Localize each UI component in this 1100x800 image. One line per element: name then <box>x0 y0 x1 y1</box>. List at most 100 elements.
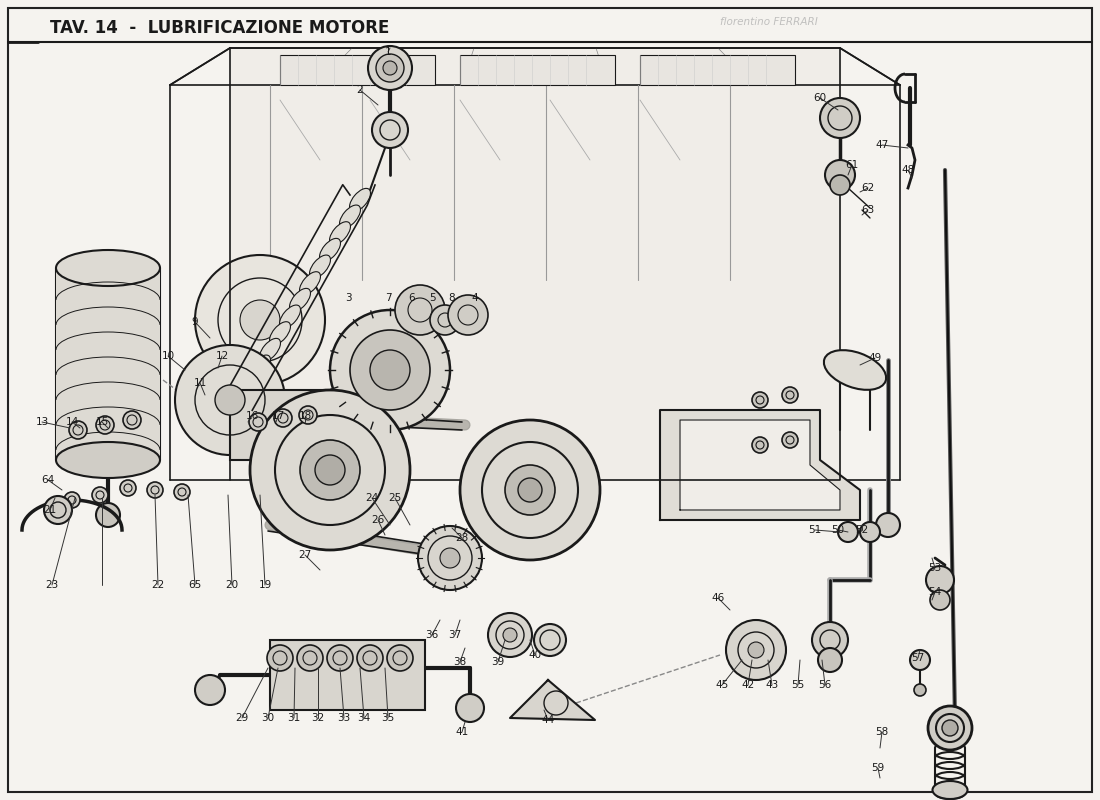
Text: 3: 3 <box>344 293 351 303</box>
Circle shape <box>249 413 267 431</box>
Circle shape <box>372 112 408 148</box>
Circle shape <box>860 522 880 542</box>
Text: 60: 60 <box>813 93 826 103</box>
Circle shape <box>820 98 860 138</box>
Ellipse shape <box>240 372 261 395</box>
Circle shape <box>330 310 450 430</box>
Ellipse shape <box>299 272 320 295</box>
Text: 57: 57 <box>912 653 925 663</box>
Text: 28: 28 <box>455 533 469 543</box>
Circle shape <box>395 285 446 335</box>
Text: 52: 52 <box>856 525 869 535</box>
Ellipse shape <box>56 442 160 478</box>
Text: 40: 40 <box>528 650 541 660</box>
Circle shape <box>534 624 566 656</box>
Circle shape <box>214 385 245 415</box>
Text: 17: 17 <box>272 411 285 421</box>
Circle shape <box>96 416 114 434</box>
Text: 1: 1 <box>385 47 392 57</box>
Text: 54: 54 <box>928 587 942 597</box>
Circle shape <box>240 300 280 340</box>
Circle shape <box>368 46 412 90</box>
Text: 46: 46 <box>712 593 725 603</box>
Text: 25: 25 <box>388 493 401 503</box>
Bar <box>640 55 795 85</box>
Ellipse shape <box>330 222 351 245</box>
Circle shape <box>812 622 848 658</box>
Text: 63: 63 <box>861 205 875 215</box>
Text: 20: 20 <box>226 580 239 590</box>
Ellipse shape <box>319 238 341 262</box>
Circle shape <box>69 421 87 439</box>
Circle shape <box>928 706 972 750</box>
Circle shape <box>838 522 858 542</box>
Circle shape <box>358 645 383 671</box>
Text: florentino FERRARI: florentino FERRARI <box>720 17 817 27</box>
Text: 32: 32 <box>311 713 324 723</box>
Circle shape <box>350 330 430 410</box>
Circle shape <box>92 487 108 503</box>
Text: 12: 12 <box>216 351 229 361</box>
Ellipse shape <box>289 288 310 312</box>
Circle shape <box>297 645 323 671</box>
Circle shape <box>327 645 353 671</box>
Ellipse shape <box>933 781 968 799</box>
Ellipse shape <box>250 355 271 378</box>
Ellipse shape <box>350 188 371 212</box>
Circle shape <box>518 478 542 502</box>
Circle shape <box>387 645 412 671</box>
Circle shape <box>300 440 360 500</box>
Text: 50: 50 <box>832 525 845 535</box>
Polygon shape <box>680 420 840 510</box>
Text: 49: 49 <box>868 353 881 363</box>
Text: 43: 43 <box>766 680 779 690</box>
Circle shape <box>782 387 797 403</box>
Circle shape <box>195 255 324 385</box>
Circle shape <box>876 513 900 537</box>
Text: TAV. 14  -  LUBRIFICAZIONE MOTORE: TAV. 14 - LUBRIFICAZIONE MOTORE <box>50 19 389 37</box>
Bar <box>230 390 324 460</box>
Circle shape <box>120 480 136 496</box>
Text: 10: 10 <box>162 351 175 361</box>
Text: 48: 48 <box>901 165 914 175</box>
Text: 7: 7 <box>385 293 392 303</box>
Circle shape <box>174 484 190 500</box>
Text: 19: 19 <box>258 580 272 590</box>
Circle shape <box>147 482 163 498</box>
Text: 2: 2 <box>356 85 363 95</box>
Circle shape <box>748 642 764 658</box>
Text: 47: 47 <box>876 140 889 150</box>
Text: 37: 37 <box>449 630 462 640</box>
Circle shape <box>456 694 484 722</box>
Circle shape <box>274 409 292 427</box>
Text: 62: 62 <box>861 183 875 193</box>
Circle shape <box>315 455 345 485</box>
Circle shape <box>64 492 80 508</box>
Circle shape <box>267 645 293 671</box>
Text: 4: 4 <box>472 293 478 303</box>
Text: 9: 9 <box>191 317 198 327</box>
Text: 58: 58 <box>876 727 889 737</box>
Circle shape <box>488 613 532 657</box>
Text: 53: 53 <box>928 563 942 573</box>
Ellipse shape <box>56 250 160 286</box>
Text: 8: 8 <box>449 293 455 303</box>
Bar <box>56 268 160 460</box>
Text: 45: 45 <box>715 680 728 690</box>
Circle shape <box>376 54 404 82</box>
Circle shape <box>430 305 460 335</box>
Circle shape <box>914 684 926 696</box>
Circle shape <box>830 175 850 195</box>
Text: 27: 27 <box>298 550 311 560</box>
Text: 13: 13 <box>35 417 48 427</box>
Circle shape <box>44 496 72 524</box>
Text: 11: 11 <box>194 378 207 388</box>
Ellipse shape <box>279 305 300 328</box>
Text: 5: 5 <box>429 293 436 303</box>
Text: 65: 65 <box>188 580 201 590</box>
Circle shape <box>383 61 397 75</box>
Text: 51: 51 <box>808 525 822 535</box>
Circle shape <box>910 650 930 670</box>
Circle shape <box>926 566 954 594</box>
Text: 21: 21 <box>43 505 56 515</box>
